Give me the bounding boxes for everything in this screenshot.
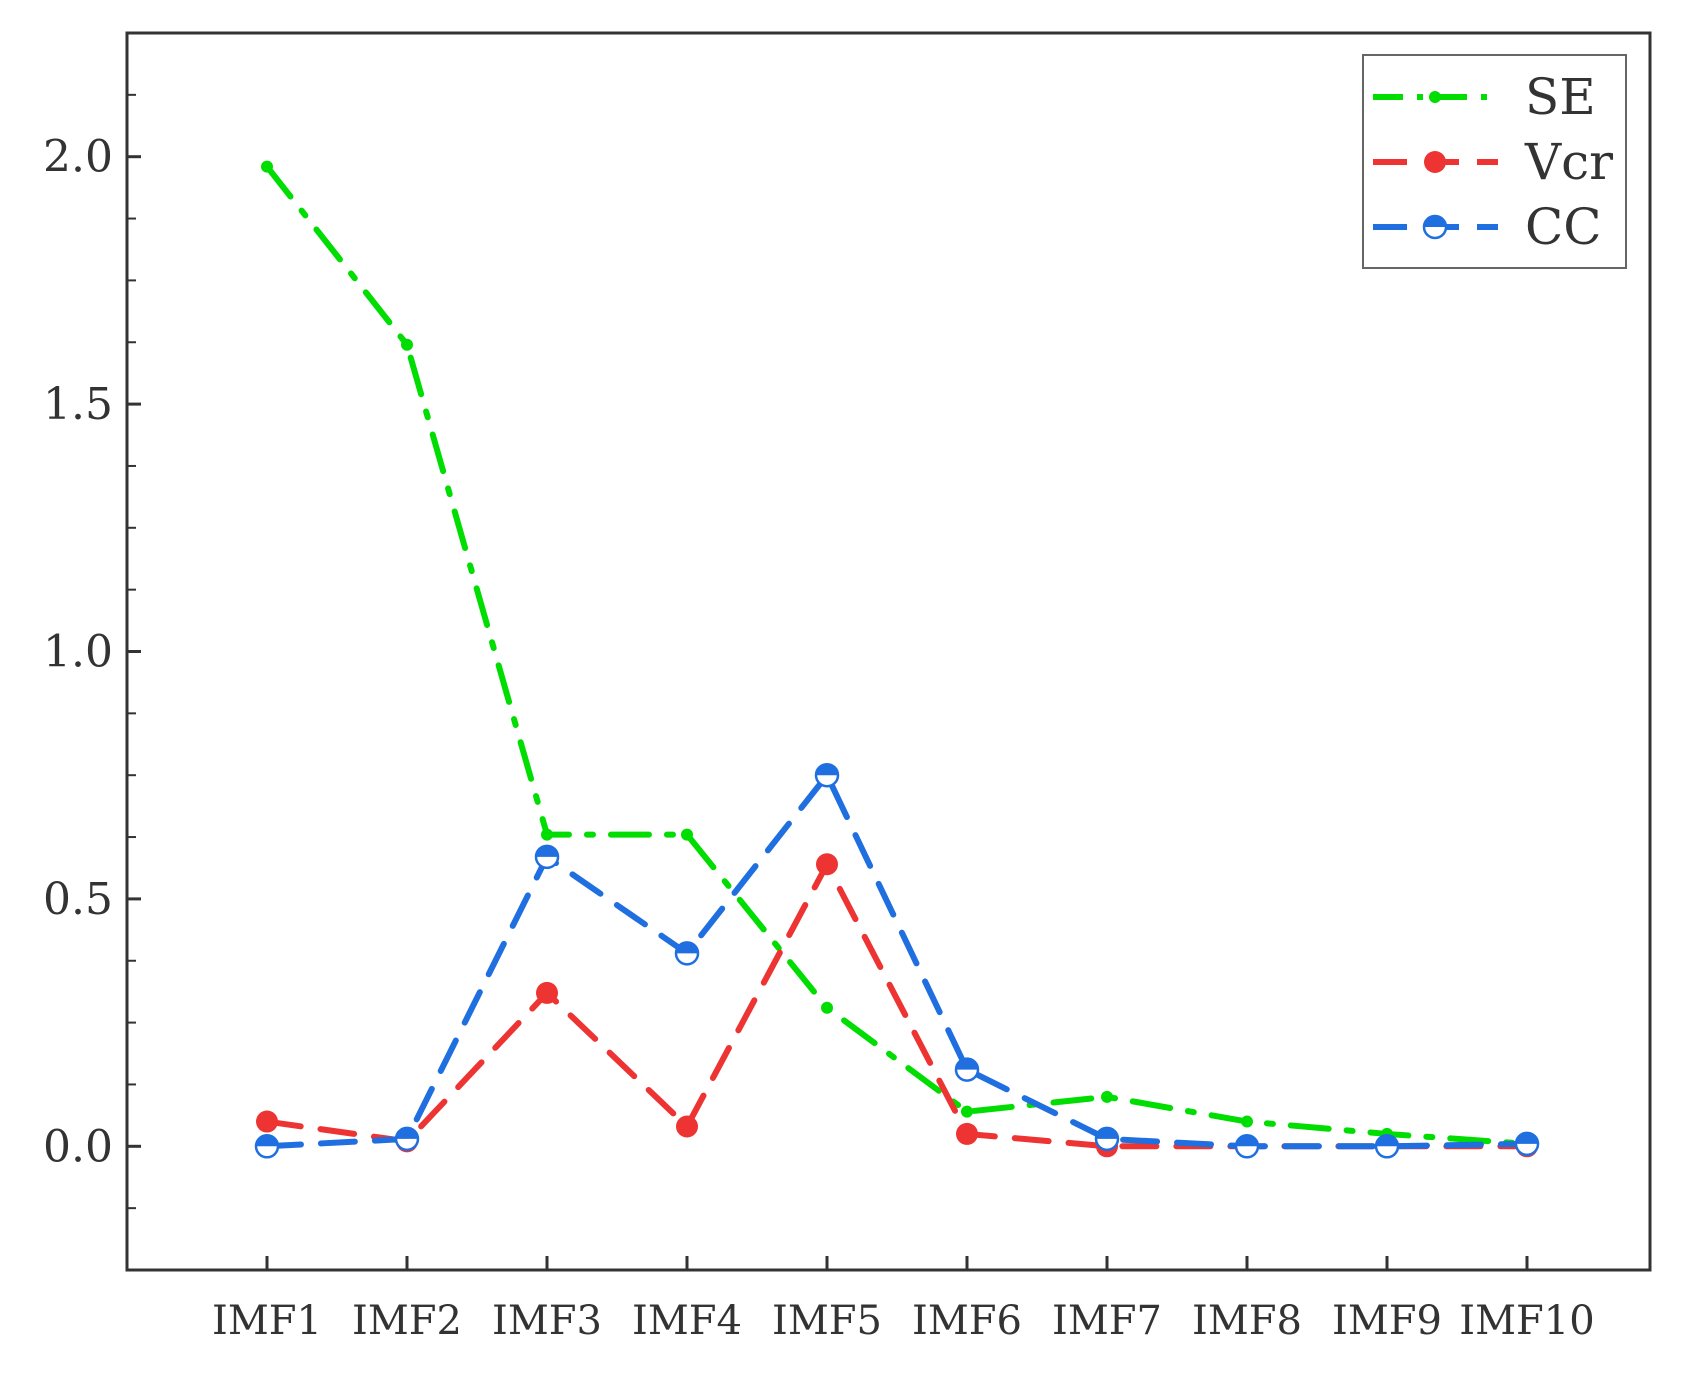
- point-SE-IMF8: [1241, 1115, 1253, 1128]
- point-CC-IMF7: [1094, 1126, 1120, 1152]
- x-tick-label: IMF5: [772, 1298, 882, 1344]
- point-CC-IMF5-fill: [816, 764, 838, 776]
- legend-label-SE: SE: [1525, 68, 1596, 126]
- series-Vcr: [256, 853, 1538, 1158]
- x-tick-label: IMF3: [492, 1298, 602, 1344]
- x-tick-label: IMF4: [632, 1298, 742, 1344]
- point-Vcr-IMF1: [256, 1110, 278, 1133]
- series-CC: [254, 762, 1540, 1159]
- series-line-Vcr: [264, 861, 1530, 1150]
- point-CC-IMF1: [254, 1134, 280, 1159]
- legend-marker-SE: [1429, 91, 1441, 103]
- x-tick-label: IMF2: [352, 1298, 462, 1344]
- y-tick-label: 0.5: [43, 874, 113, 925]
- legend-marker-CC: [1422, 214, 1448, 240]
- point-CC-IMF4: [674, 941, 700, 966]
- point-Vcr-IMF3: [536, 981, 558, 1004]
- legend-item-SE: SE: [1373, 68, 1596, 126]
- point-CC-IMF8-fill: [1236, 1135, 1258, 1147]
- legend: SE Vcr CC: [1362, 54, 1627, 269]
- point-SE-IMF2: [401, 338, 413, 351]
- point-SE-IMF1: [261, 160, 273, 173]
- point-CC-IMF3: [534, 844, 560, 870]
- x-axis: IMF1 IMF2 IMF3 IMF4 IMF5 IMF6 IMF7 IMF8 IMF9 IMF1…: [212, 1256, 1595, 1344]
- point-Vcr-IMF6: [956, 1122, 978, 1145]
- point-CC-IMF3-fill: [536, 845, 558, 857]
- y-tick-label: 1.0: [43, 627, 113, 678]
- point-CC-IMF9-fill: [1376, 1135, 1398, 1147]
- x-tick-label: IMF8: [1192, 1298, 1302, 1344]
- x-tick-label: IMF7: [1052, 1298, 1162, 1344]
- legend-label-Vcr: Vcr: [1524, 133, 1613, 191]
- point-Vcr-IMF5: [816, 853, 838, 876]
- legend-marker-CC-fill: [1424, 216, 1446, 227]
- point-CC-IMF8: [1234, 1134, 1260, 1159]
- point-CC-IMF2: [394, 1126, 420, 1152]
- y-tick-label: 0.0: [43, 1121, 113, 1172]
- series-layer: [254, 160, 1540, 1159]
- point-SE-IMF3: [541, 828, 553, 841]
- legend-item-CC: CC: [1373, 198, 1602, 256]
- point-Vcr-IMF4: [676, 1115, 698, 1138]
- x-tick-label: IMF9: [1332, 1298, 1442, 1344]
- point-CC-IMF2-fill: [396, 1127, 418, 1139]
- point-SE-IMF5: [821, 1001, 833, 1014]
- y-tick-label: 2.0: [43, 132, 113, 183]
- point-SE-IMF4: [681, 828, 693, 841]
- point-CC-IMF7-fill: [1096, 1127, 1118, 1139]
- x-tick-label: IMF1: [212, 1298, 322, 1344]
- point-CC-IMF10: [1514, 1131, 1540, 1157]
- series-line-CC: [264, 772, 1530, 1150]
- legend-label-CC: CC: [1525, 198, 1602, 256]
- point-CC-IMF5: [814, 762, 840, 788]
- legend-item-Vcr: Vcr: [1373, 133, 1613, 191]
- point-CC-IMF9: [1374, 1134, 1400, 1159]
- point-CC-IMF10-fill: [1516, 1132, 1538, 1144]
- legend-marker-Vcr: [1424, 151, 1446, 173]
- point-CC-IMF1-fill: [256, 1135, 278, 1147]
- x-tick-label: IMF6: [912, 1298, 1022, 1344]
- point-CC-IMF6: [954, 1057, 980, 1082]
- point-CC-IMF6-fill: [956, 1058, 978, 1070]
- point-SE-IMF6: [961, 1105, 973, 1118]
- point-SE-IMF7: [1101, 1090, 1113, 1103]
- point-CC-IMF4-fill: [676, 942, 698, 954]
- y-tick-label: 1.5: [43, 379, 113, 430]
- x-tick-label: IMF10: [1459, 1298, 1594, 1344]
- series-line-SE: [264, 163, 1530, 1147]
- y-axis: 0.0 0.5 1.0 1.5 2.0: [43, 32, 141, 1271]
